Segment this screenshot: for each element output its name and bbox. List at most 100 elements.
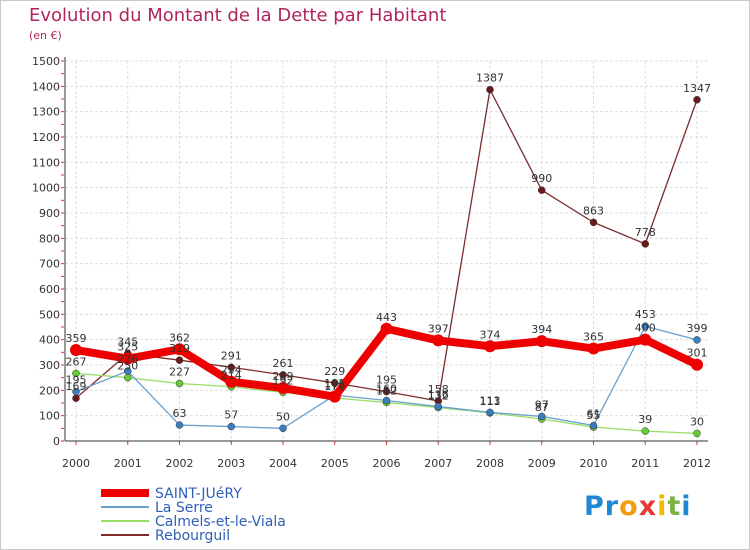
data-point (175, 421, 184, 429)
logo-letter: i (681, 491, 692, 522)
data-label: 261 (273, 357, 294, 370)
x-tick-label: 2003 (217, 457, 245, 470)
data-label: 214 (221, 369, 242, 382)
data-point (70, 344, 82, 357)
x-tick-label: 2008 (476, 457, 504, 470)
data-point (225, 375, 238, 388)
legend-label: Calmels-et-le-Viala (155, 514, 286, 530)
data-point (538, 186, 546, 194)
x-tick-label: 2001 (114, 457, 142, 470)
y-tick-label: 900 (39, 207, 60, 220)
data-label: 175 (324, 379, 345, 392)
data-label: 267 (66, 355, 87, 368)
data-point (535, 335, 548, 348)
data-label: 397 (428, 322, 449, 335)
data-point (641, 240, 649, 248)
x-tick-label: 2007 (424, 457, 452, 470)
x-tick-label: 2004 (269, 457, 297, 470)
logo-letter: t (667, 491, 682, 522)
data-point (175, 379, 184, 388)
data-point (121, 352, 134, 365)
data-label: 400 (635, 322, 656, 335)
data-point (434, 402, 442, 411)
data-point (72, 387, 80, 396)
data-label: 97 (535, 398, 549, 411)
data-label: 778 (635, 226, 656, 239)
data-label: 87 (535, 401, 549, 414)
data-label: 158 (428, 383, 449, 396)
data-point (538, 412, 546, 421)
y-tick-label: 700 (39, 258, 60, 271)
y-tick-label: 1400 (32, 80, 60, 93)
data-label: 362 (169, 331, 190, 344)
y-tick-label: 600 (39, 283, 60, 296)
data-point (641, 322, 649, 330)
data-label: 57 (224, 409, 238, 422)
unit-label: (en €) (29, 29, 62, 42)
data-point (641, 427, 649, 435)
data-point (175, 356, 184, 364)
data-label: 113 (480, 394, 501, 407)
x-tick-label: 2009 (528, 457, 556, 470)
data-label: 863 (583, 204, 604, 217)
data-point (72, 394, 80, 402)
data-label: 50 (276, 410, 290, 423)
data-point (693, 96, 701, 104)
data-label: 345 (117, 336, 138, 349)
data-point (486, 85, 494, 94)
data-point (693, 336, 701, 344)
data-point (382, 396, 391, 405)
data-label: 61 (587, 408, 601, 421)
data-label: 227 (169, 365, 190, 378)
data-label: 111 (480, 395, 501, 408)
y-tick-label: 1100 (32, 156, 60, 169)
data-point (589, 421, 598, 430)
x-tick-label: 2005 (321, 457, 349, 470)
x-tick-label: 2002 (166, 457, 194, 470)
data-label: 1347 (683, 82, 711, 95)
data-point (639, 333, 652, 346)
data-point (432, 334, 445, 347)
x-tick-label: 2006 (373, 457, 401, 470)
series-rebourguil (72, 85, 701, 405)
data-point (277, 382, 289, 395)
logo-letter: i (657, 491, 668, 522)
logo-letter: r (604, 491, 620, 522)
y-tick-label: 1300 (32, 106, 60, 119)
data-label: 374 (480, 328, 501, 341)
data-label: 365 (583, 331, 604, 344)
x-tick-label: 2010 (580, 457, 608, 470)
data-label: 55 (587, 409, 601, 422)
data-label: 152 (376, 384, 397, 397)
y-tick-label: 200 (39, 384, 60, 397)
data-label: 229 (324, 365, 345, 378)
y-tick-label: 500 (39, 308, 60, 321)
data-point (587, 342, 600, 355)
data-label: 30 (690, 415, 704, 428)
data-label: 1387 (476, 72, 504, 85)
chart-title: Evolution du Montant de la Dette par Hab… (29, 5, 447, 26)
y-tick-label: 400 (39, 334, 60, 347)
y-tick-label: 1200 (32, 131, 60, 144)
data-label: 195 (66, 374, 87, 387)
data-point (691, 358, 703, 371)
y-tick-label: 1000 (32, 182, 60, 195)
data-label: 301 (687, 347, 708, 360)
data-label: 136 (428, 389, 449, 402)
data-label: 325 (117, 341, 138, 354)
y-tick-label: 0 (53, 435, 60, 448)
data-label: 453 (635, 308, 656, 321)
y-tick-label: 100 (39, 410, 60, 423)
y-tick-label: 1500 (32, 55, 60, 68)
x-tick-label: 2000 (62, 457, 90, 470)
proxiti-logo: Proxiti (584, 491, 692, 522)
data-label: 132 (428, 390, 449, 403)
legend-label: Rebourguil (155, 528, 230, 544)
data-label: 181 (324, 377, 345, 390)
data-point (693, 429, 701, 438)
data-label: 291 (221, 349, 242, 362)
data-point (331, 379, 339, 387)
